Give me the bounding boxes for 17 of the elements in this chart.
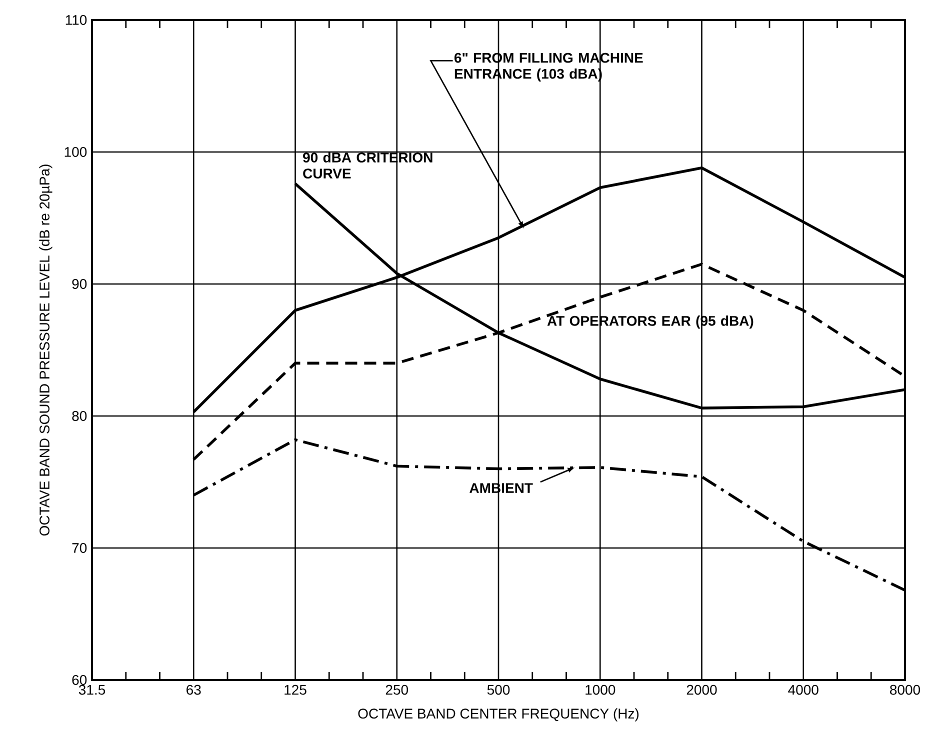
x-tick-label: 8000 bbox=[890, 684, 920, 695]
y-axis-title: OCTAVE BAND SOUND PRESSURE LEVEL (dB re 20µPa) bbox=[39, 164, 52, 536]
x-tick-label: 4000 bbox=[788, 684, 818, 695]
y-tick-label: 100 bbox=[64, 147, 87, 157]
y-tick-label: 110 bbox=[66, 15, 87, 25]
y-tick-label: 60 bbox=[72, 675, 87, 685]
x-tick-label: 250 bbox=[386, 684, 408, 695]
y-tick-label: 70 bbox=[72, 543, 87, 553]
x-tick-label: 31.5 bbox=[78, 684, 106, 695]
x-tick-label: 125 bbox=[284, 684, 306, 695]
x-tick-label: 1000 bbox=[586, 684, 616, 695]
x-tick-label: 63 bbox=[186, 684, 201, 695]
y-tick-label: 90 bbox=[72, 279, 87, 289]
y-tick-label: 80 bbox=[72, 411, 87, 421]
x-axis-title: OCTAVE BAND CENTER FREQUENCY (Hz) bbox=[358, 708, 639, 722]
x-tick-label: 500 bbox=[487, 684, 510, 695]
x-tick-label: 2000 bbox=[686, 684, 717, 695]
